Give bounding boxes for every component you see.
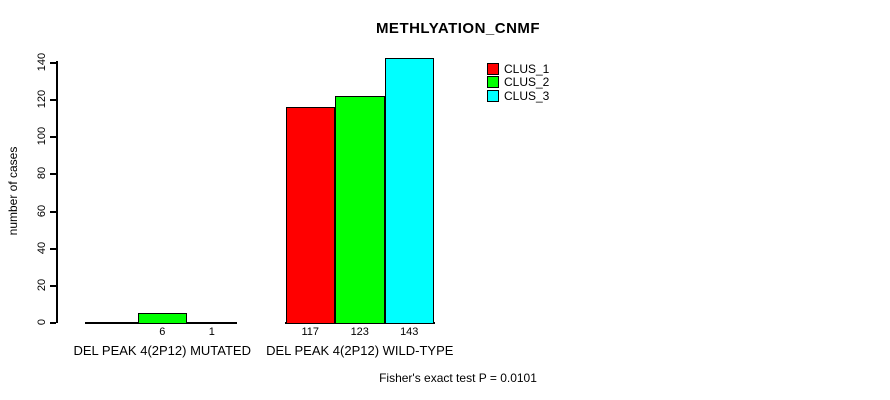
- bar-value-label: 117: [301, 326, 320, 338]
- y-tick: [50, 99, 56, 102]
- y-axis-line: [56, 61, 58, 323]
- y-tick: [50, 173, 56, 176]
- y-tick: [50, 284, 56, 287]
- bar-value-label: 6: [159, 326, 166, 338]
- legend-swatch-clus_2: [487, 76, 499, 89]
- legend-row: CLUS_3: [487, 89, 617, 103]
- y-tick-label: 120: [36, 89, 48, 109]
- bar-clus_2-group1: [137, 312, 187, 324]
- fisher-test-annotation: Fisher's exact test P = 0.0101: [379, 371, 537, 385]
- chart-title: METHLYATION_CNMF: [375, 20, 541, 37]
- legend-swatch-clus_3: [487, 89, 499, 102]
- legend-label: CLUS_3: [504, 88, 550, 103]
- legend: CLUS_1 CLUS_2 CLUS_3: [487, 62, 617, 103]
- legend-row: CLUS_1: [487, 62, 617, 76]
- group-label: DEL PEAK 4(2P12) WILD-TYPE: [266, 343, 454, 358]
- y-tick: [50, 322, 56, 324]
- legend-label: CLUS_2: [504, 75, 550, 90]
- y-tick-label: 60: [36, 204, 48, 217]
- bar-value-label: 1: [208, 326, 215, 338]
- y-tick: [50, 247, 56, 250]
- bar-value-label: 143: [400, 326, 419, 338]
- legend-label: CLUS_1: [504, 61, 550, 76]
- y-tick-label: 80: [36, 167, 48, 180]
- group-label: DEL PEAK 4(2P12) MUTATED: [73, 343, 251, 358]
- y-tick-label: 20: [36, 278, 48, 291]
- y-tick: [50, 136, 56, 139]
- legend-swatch-clus_1: [487, 62, 499, 75]
- bar-clus_3-group2: [384, 58, 434, 324]
- legend-row: CLUS_2: [487, 75, 617, 90]
- y-tick: [50, 210, 56, 213]
- y-tick-label: 140: [36, 52, 48, 72]
- y-tick: [50, 62, 56, 64]
- bar-value-label: 123: [350, 326, 369, 338]
- y-tick-label: 40: [36, 241, 48, 254]
- y-tick-label: 100: [36, 127, 48, 146]
- y-tick-label: 0: [36, 318, 48, 326]
- bar-clus_1-group2: [285, 106, 335, 324]
- y-axis-label: number of cases: [6, 146, 20, 236]
- bar-clus_2-group2: [335, 95, 385, 324]
- bar-clus_3-group1: [187, 322, 237, 324]
